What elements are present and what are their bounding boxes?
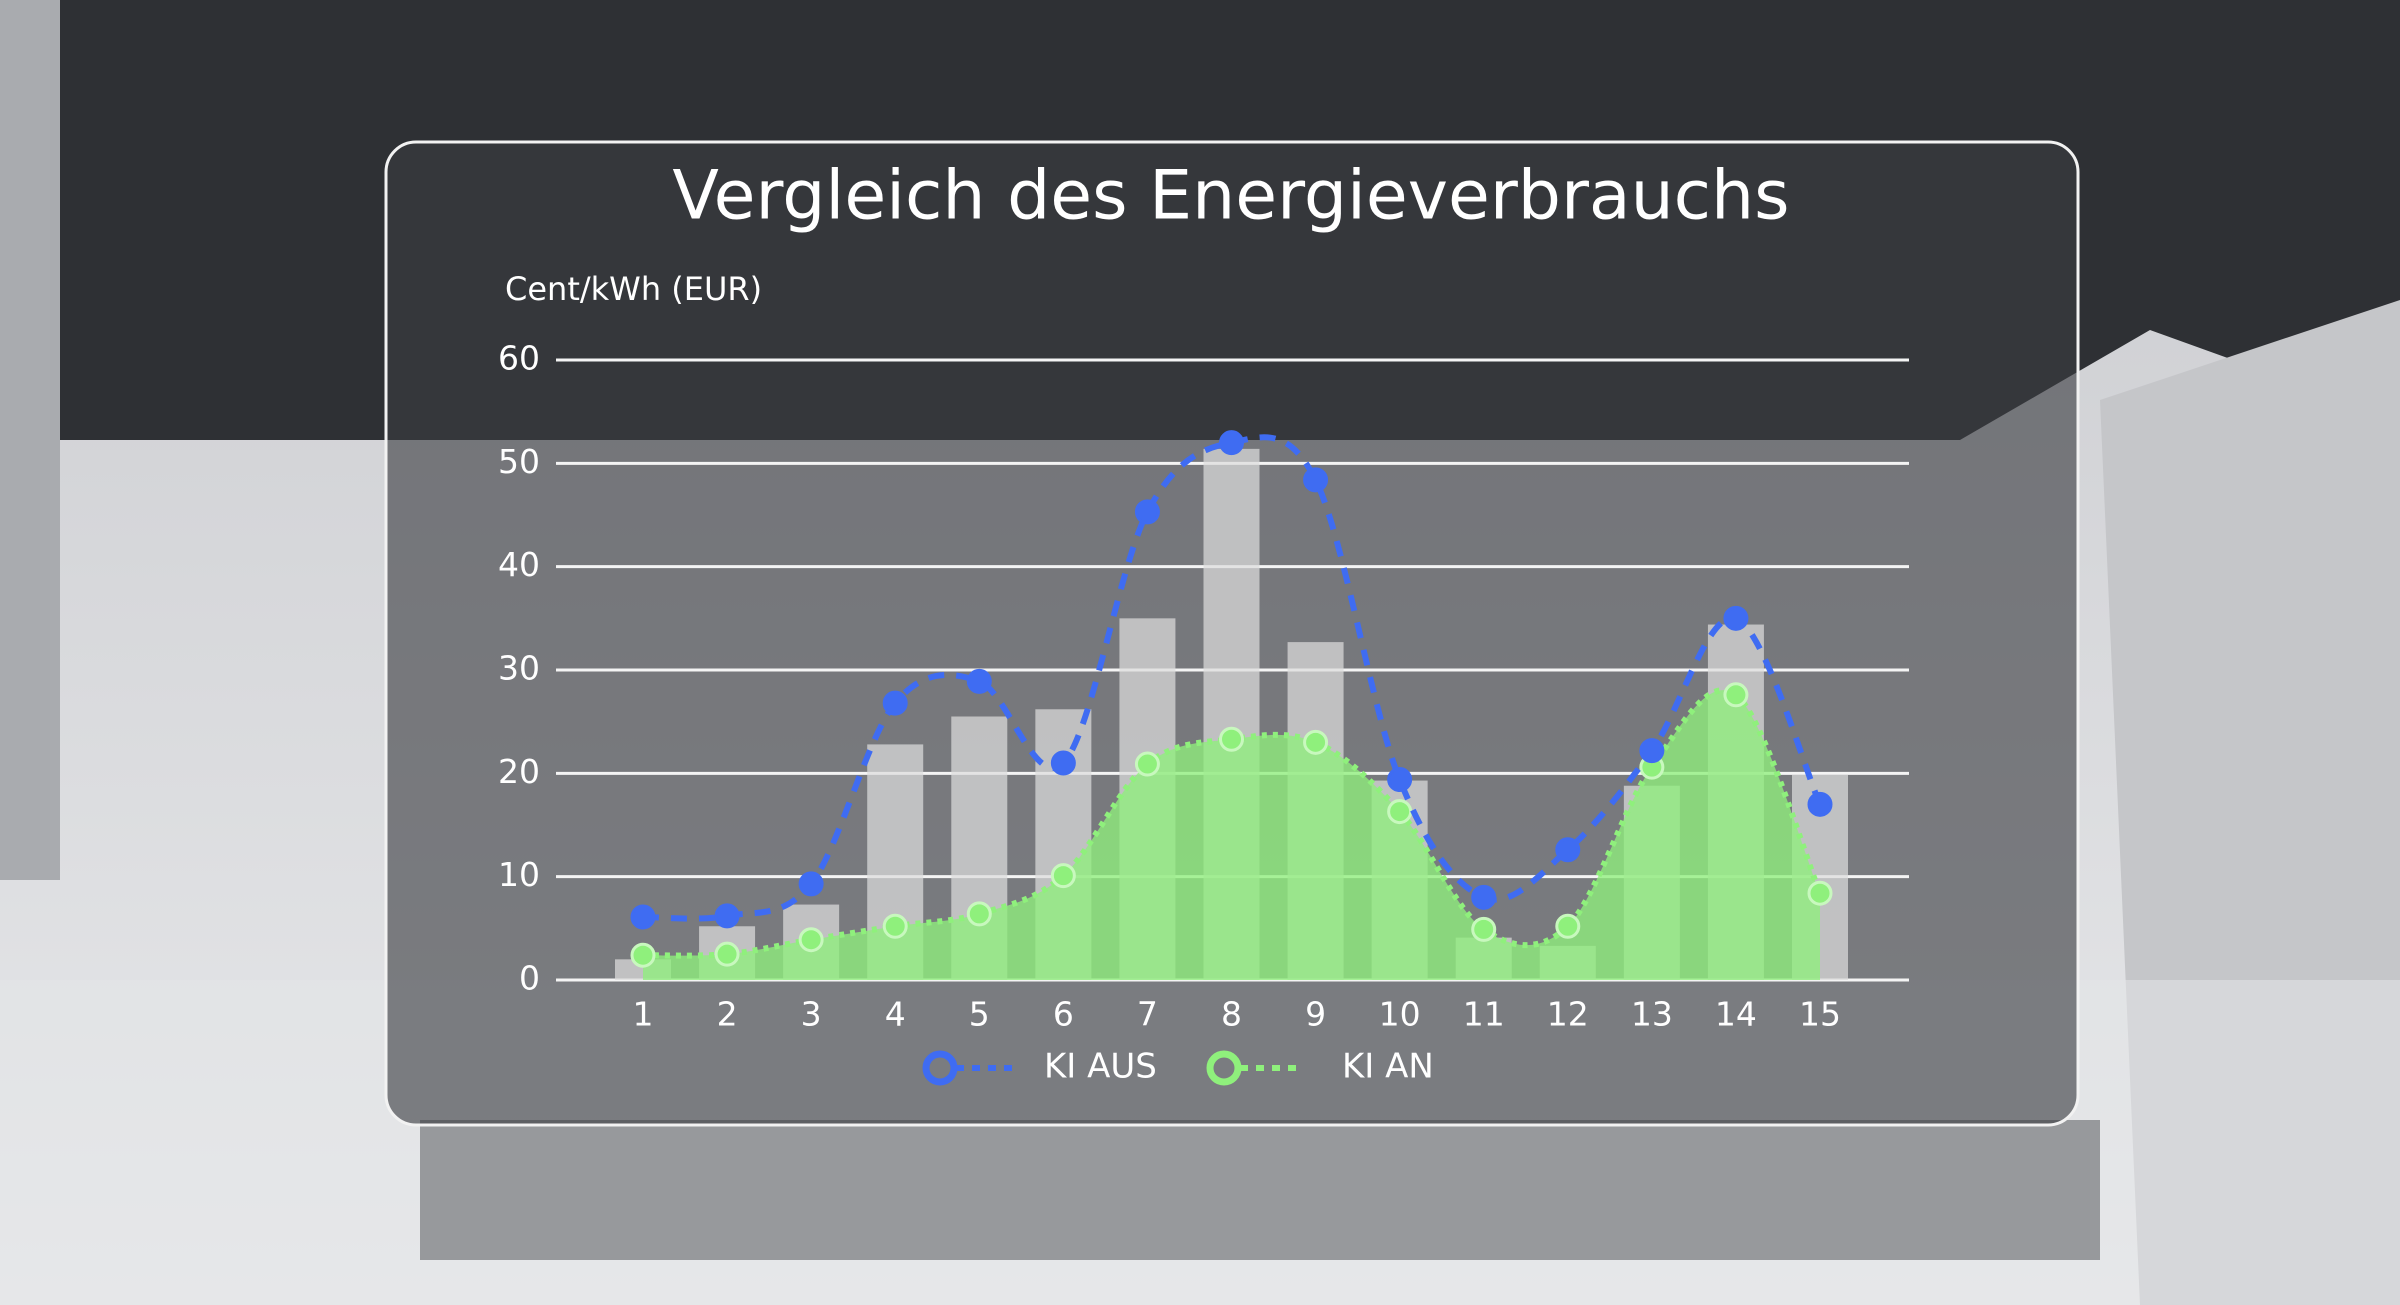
point xyxy=(1050,863,1076,889)
chart-title: Vergleich des Energieverbrauchs xyxy=(672,157,1789,236)
point xyxy=(1555,913,1581,939)
point xyxy=(966,668,992,694)
point xyxy=(714,941,740,967)
y-tick-label: 40 xyxy=(498,545,540,584)
y-axis-label: Cent/kWh (EUR) xyxy=(505,270,762,308)
x-tick-label: 6 xyxy=(1053,995,1074,1034)
x-tick-label: 7 xyxy=(1137,995,1158,1034)
point xyxy=(1303,467,1329,493)
x-tick-label: 10 xyxy=(1379,995,1421,1034)
point xyxy=(1471,884,1497,910)
point xyxy=(1134,499,1160,525)
point xyxy=(798,871,824,897)
point xyxy=(1807,880,1833,906)
point xyxy=(1555,837,1581,863)
x-tick-label: 13 xyxy=(1631,995,1673,1034)
point xyxy=(1723,682,1749,708)
line xyxy=(642,434,1823,922)
legend-label: KI AUS xyxy=(1044,1047,1157,1087)
point xyxy=(1387,799,1413,825)
point xyxy=(714,903,740,929)
point xyxy=(1639,738,1665,764)
point xyxy=(630,904,656,930)
y-tick-label: 60 xyxy=(498,339,540,378)
y-tick-label: 0 xyxy=(519,959,540,998)
y-tick-label: 20 xyxy=(498,752,540,791)
point xyxy=(966,901,992,927)
x-tick-label: 14 xyxy=(1715,995,1757,1034)
point xyxy=(1387,767,1413,793)
x-tick-label: 11 xyxy=(1463,995,1505,1034)
x-tick-label: 8 xyxy=(1221,995,1242,1034)
x-tick-label: 9 xyxy=(1305,995,1326,1034)
legend-swatch xyxy=(1206,1050,1242,1086)
point xyxy=(1723,605,1749,631)
point xyxy=(1471,916,1497,942)
point xyxy=(1050,750,1076,776)
x-tick-label: 2 xyxy=(717,995,738,1034)
point xyxy=(1303,729,1329,755)
legend-label: KI AN xyxy=(1342,1047,1434,1087)
legend-swatch xyxy=(922,1050,958,1086)
y-tick-label: 30 xyxy=(498,649,540,688)
y-tick-label: 10 xyxy=(498,855,540,894)
x-tick-label: 1 xyxy=(633,995,654,1034)
y-tick-label: 50 xyxy=(498,442,540,481)
point xyxy=(1134,751,1160,777)
x-tick-label: 15 xyxy=(1799,995,1841,1034)
point xyxy=(630,942,656,968)
x-tick-label: 12 xyxy=(1547,995,1589,1034)
point xyxy=(1807,791,1833,817)
point xyxy=(798,927,824,953)
x-tick-label: 4 xyxy=(885,995,906,1034)
area xyxy=(643,690,1820,980)
point xyxy=(882,913,908,939)
point xyxy=(1219,726,1244,752)
x-tick-label: 3 xyxy=(801,995,822,1034)
x-tick-label: 5 xyxy=(969,995,990,1034)
point xyxy=(882,690,908,716)
point xyxy=(1219,430,1244,456)
